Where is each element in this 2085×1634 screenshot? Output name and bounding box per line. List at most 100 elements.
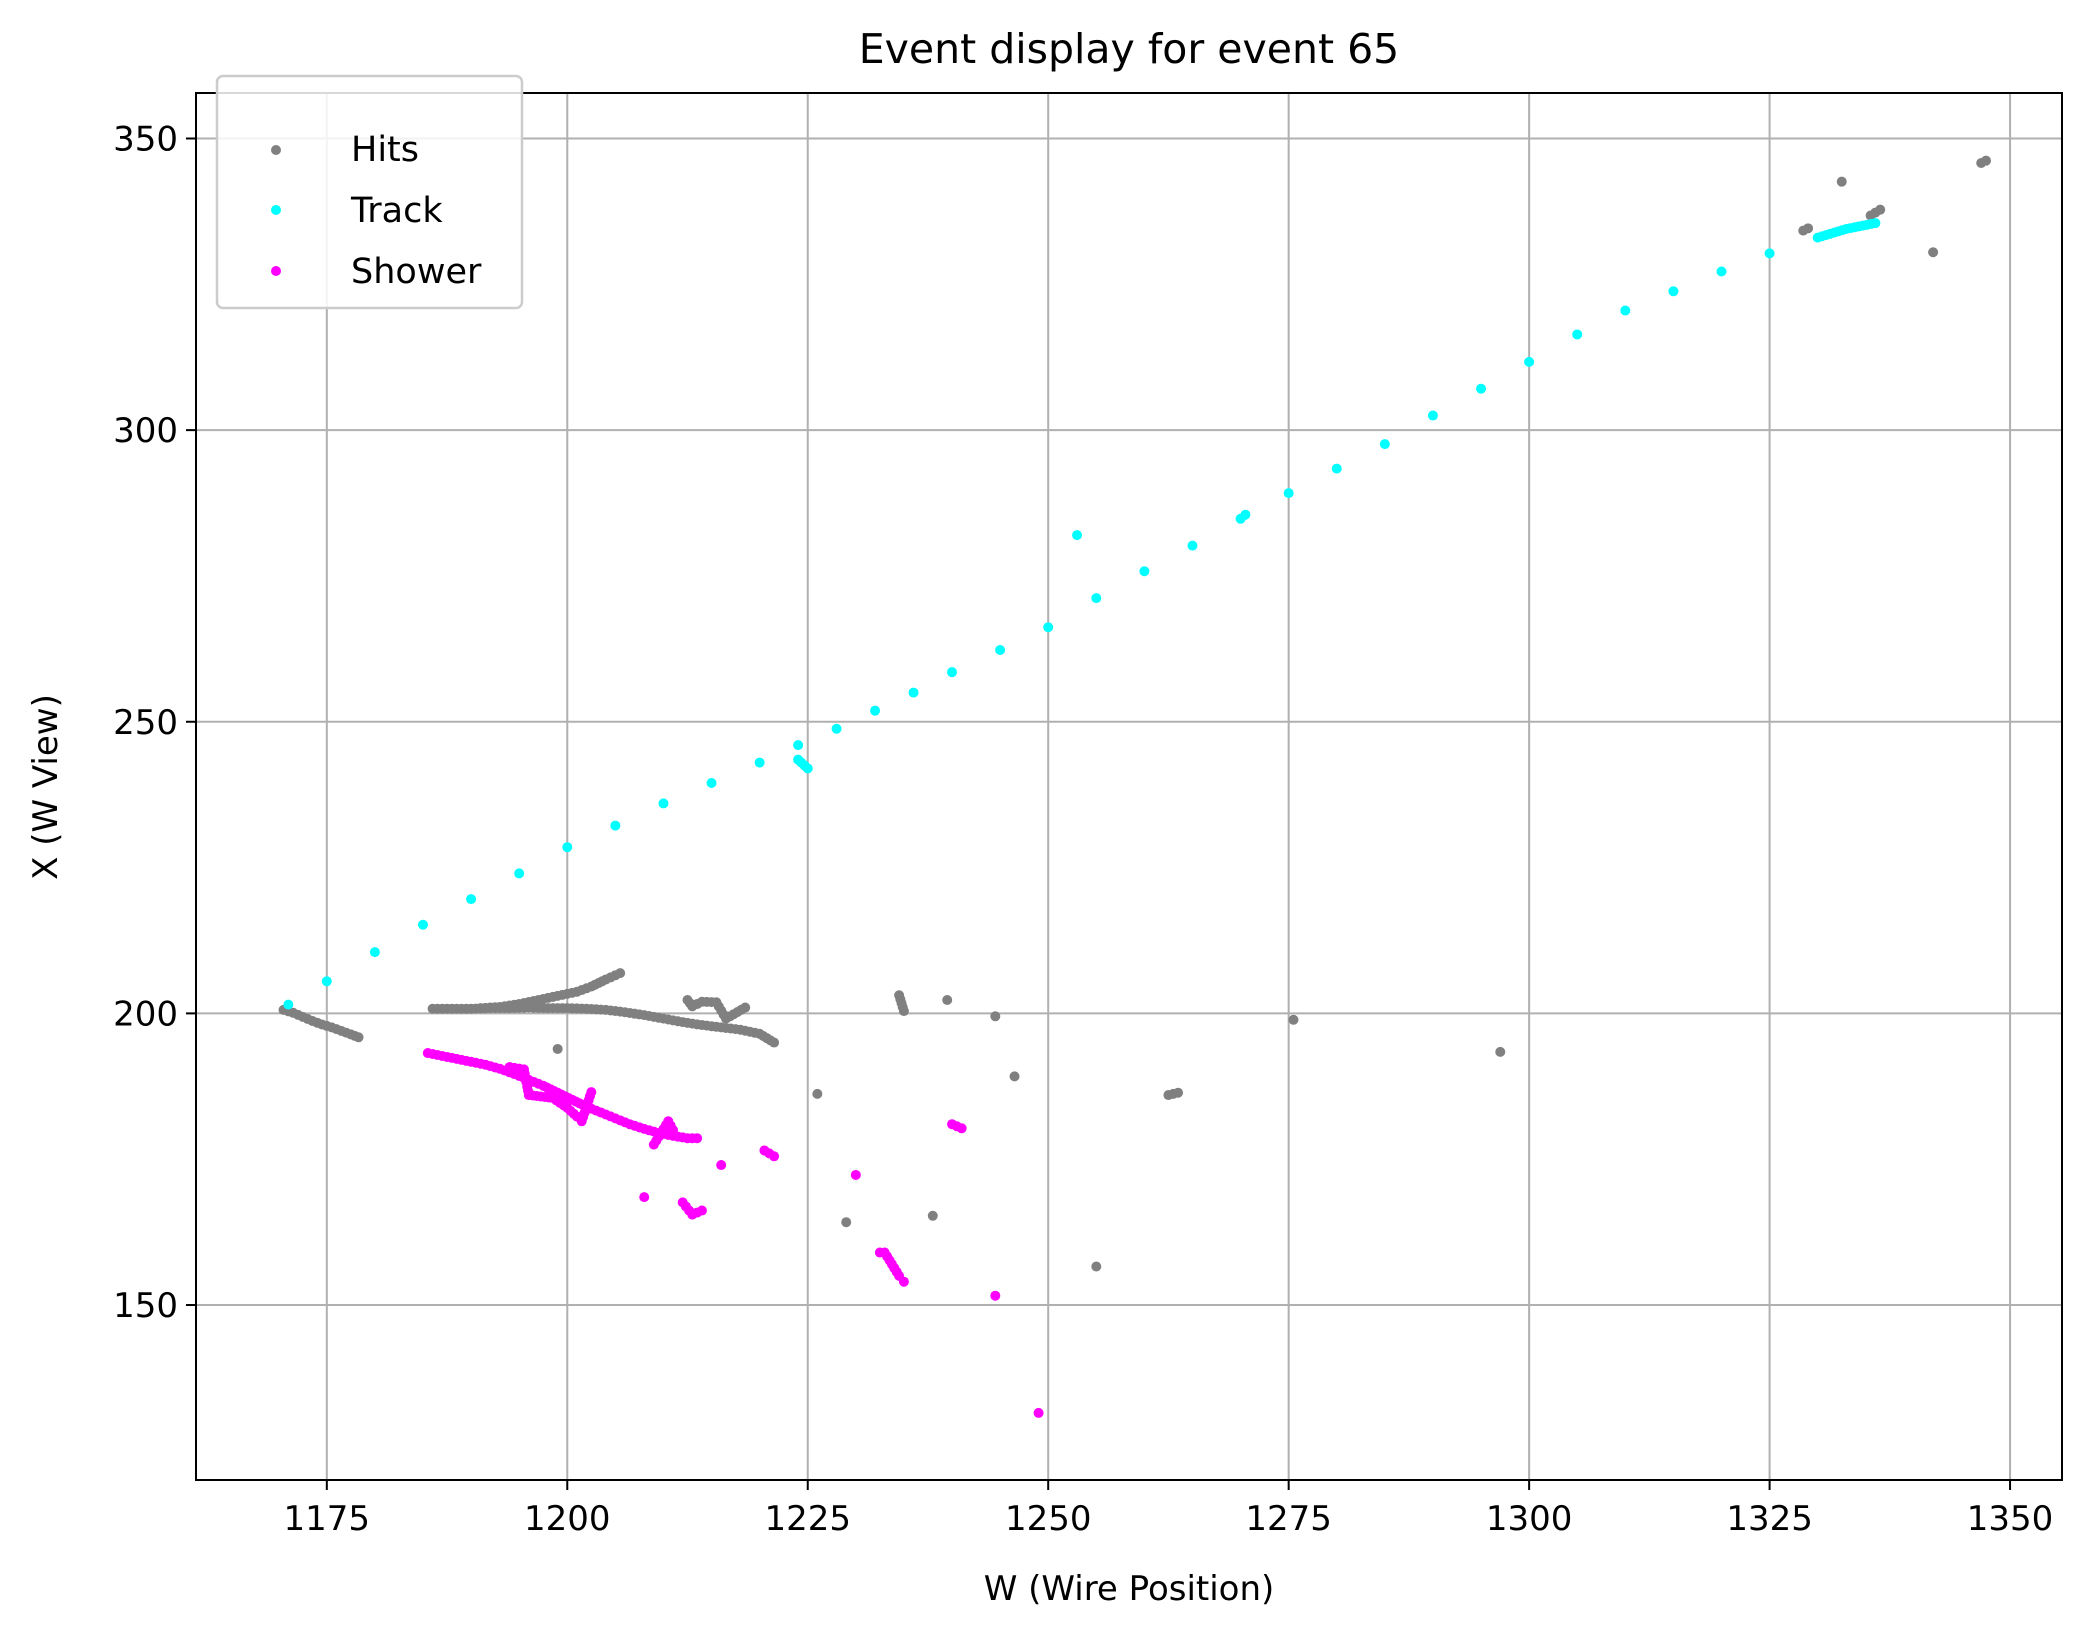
track-point (321, 976, 332, 987)
hits-point (1981, 155, 1992, 166)
y-axis-label: X (W View) (26, 694, 66, 880)
hits-point (841, 1217, 852, 1228)
x-tick-label: 1250 (1005, 1499, 1092, 1539)
hits-point (1091, 1261, 1102, 1272)
track-point (831, 723, 842, 734)
track-point (1870, 218, 1881, 229)
legend: Hits Track Shower (215, 74, 524, 310)
track-point (1091, 593, 1102, 604)
hits-point (1288, 1014, 1299, 1025)
hits-point (615, 968, 626, 979)
track-point (908, 687, 919, 698)
hits-point (1836, 176, 1847, 187)
track-point (283, 999, 294, 1010)
shower-point (716, 1160, 727, 1171)
track-point (1572, 329, 1583, 340)
track-point (793, 740, 804, 751)
legend-marker-hits (271, 145, 281, 155)
hits-point (942, 994, 953, 1005)
shower-point (586, 1087, 597, 1098)
y-tick-label: 200 (113, 994, 178, 1034)
shower-point (1033, 1407, 1044, 1418)
y-tick-label: 250 (113, 703, 178, 743)
chart-title: Event display for event 65 (859, 25, 1400, 73)
track-point (947, 667, 958, 678)
track-point (870, 705, 881, 716)
hits-point (1928, 247, 1939, 258)
track-point (1331, 463, 1342, 474)
track-point (1043, 622, 1054, 633)
x-tick-label: 1325 (1726, 1499, 1813, 1539)
track-point (706, 778, 717, 789)
x-tick-label: 1225 (764, 1499, 851, 1539)
series-track (283, 218, 1881, 1010)
x-tick-label: 1275 (1245, 1499, 1332, 1539)
track-point (802, 763, 813, 774)
hits-point (927, 1210, 938, 1221)
grid-lines (196, 93, 2062, 1480)
legend-marker-shower (271, 266, 281, 276)
track-point (658, 798, 669, 809)
track-point (1240, 509, 1251, 520)
plot-area-frame (195, 92, 2063, 1481)
x-tick-label: 1350 (1967, 1499, 2054, 1539)
track-point (1716, 266, 1727, 277)
shower-point (639, 1192, 650, 1203)
y-axis-ticks: 150 200 250 300 350 (113, 119, 196, 1326)
track-point (1427, 410, 1438, 421)
track-point (1524, 356, 1535, 367)
hits-point (898, 1006, 909, 1017)
y-tick-label: 350 (113, 119, 178, 159)
hits-point (552, 1043, 563, 1054)
track-point (369, 947, 380, 958)
legend-marker-track (271, 205, 281, 215)
shower-point (850, 1169, 861, 1180)
track-point (562, 842, 573, 853)
legend-label-shower: Shower (351, 252, 482, 292)
hits-point (1495, 1046, 1506, 1057)
hits-point (1875, 204, 1886, 215)
track-point (995, 645, 1006, 656)
hits-point (740, 1002, 751, 1013)
track-point (466, 894, 477, 905)
scatter-points (278, 155, 1992, 1418)
track-point (1379, 439, 1390, 450)
shower-point (769, 1151, 780, 1162)
track-point (754, 757, 765, 768)
shower-point (898, 1276, 909, 1287)
y-tick-label: 300 (113, 411, 178, 451)
track-point (1187, 540, 1198, 551)
hits-point (1009, 1071, 1020, 1082)
track-point (417, 919, 428, 930)
series-shower (422, 1048, 1044, 1418)
x-tick-label: 1175 (284, 1499, 371, 1539)
track-point (1476, 383, 1487, 394)
hits-point (1803, 223, 1814, 234)
shower-point (956, 1123, 967, 1134)
series-hits (278, 155, 1992, 1272)
track-point (610, 820, 621, 831)
x-tick-label: 1200 (524, 1499, 611, 1539)
shower-point (692, 1133, 703, 1144)
hits-point (990, 1011, 1001, 1022)
legend-box (215, 74, 524, 310)
hits-point (1173, 1087, 1184, 1098)
x-tick-label: 1300 (1486, 1499, 1573, 1539)
track-point (514, 868, 525, 879)
track-point (1764, 248, 1775, 259)
shower-point (696, 1205, 707, 1216)
y-tick-label: 150 (113, 1286, 178, 1326)
hits-point (812, 1088, 823, 1099)
shower-point (668, 1125, 679, 1136)
x-axis-ticks: 1175 1200 1225 1250 1275 1300 1325 1350 (284, 1480, 2054, 1539)
track-point (1283, 488, 1294, 499)
track-point (1620, 305, 1631, 316)
legend-label-hits: Hits (351, 130, 419, 170)
legend-label-track: Track (350, 191, 443, 231)
track-point (1072, 530, 1083, 541)
track-point (1139, 566, 1150, 577)
track-point (1668, 286, 1679, 297)
x-axis-label: W (Wire Position) (984, 1569, 1275, 1609)
hits-point (353, 1032, 364, 1043)
